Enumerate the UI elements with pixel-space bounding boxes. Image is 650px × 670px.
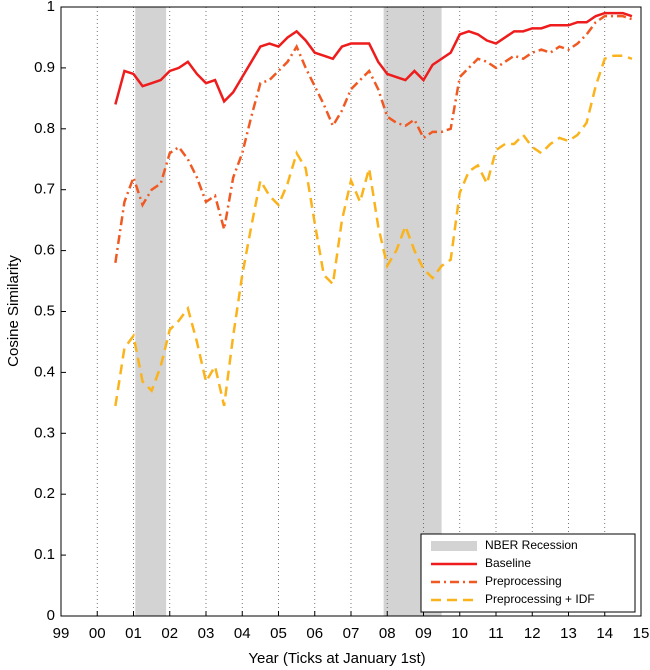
legend-label: Baseline <box>485 556 531 570</box>
x-tick-label: 15 <box>633 625 650 642</box>
recession-band <box>383 7 442 616</box>
legend-label: Preprocessing <box>485 574 562 588</box>
x-tick-label: 12 <box>524 625 541 642</box>
series-line <box>114 54 633 407</box>
x-tick-label: 13 <box>560 625 577 642</box>
legend-swatch <box>431 541 477 551</box>
y-tick-label: 1 <box>47 0 55 15</box>
x-tick-label: 06 <box>306 625 323 642</box>
legend: NBER Recession Baseline Preprocessing Prepr… <box>420 533 636 613</box>
x-tick-label: 00 <box>89 625 106 642</box>
x-tick-label: 14 <box>596 625 613 642</box>
x-tick-label: 01 <box>125 625 142 642</box>
y-tick-label: 0 <box>47 607 55 624</box>
y-tick-label: 0.9 <box>34 59 55 76</box>
x-tick-label: 03 <box>198 625 215 642</box>
legend-label: Preprocessing + IDF <box>485 592 595 606</box>
y-tick-label: 0.5 <box>34 302 55 319</box>
y-tick-label: 0.8 <box>34 120 55 137</box>
series-line <box>114 14 633 263</box>
x-tick-label: 99 <box>53 625 70 642</box>
y-tick-label: 0.4 <box>34 363 55 380</box>
x-tick-label: 07 <box>343 625 360 642</box>
x-tick-label: 02 <box>161 625 178 642</box>
plot-frame <box>60 6 642 617</box>
y-tick-label: 0.3 <box>34 424 55 441</box>
y-tick-label: 0.6 <box>34 242 55 259</box>
y-axis-label: Cosine Similarity <box>5 255 22 367</box>
legend-label: NBER Recession <box>485 538 578 552</box>
x-tick-label: 05 <box>270 625 287 642</box>
recession-band <box>135 7 167 616</box>
x-tick-label: 09 <box>415 625 432 642</box>
x-axis-label: Year (Ticks at January 1st) <box>248 650 425 667</box>
y-tick-label: 0.7 <box>34 181 55 198</box>
y-tick-label: 0.2 <box>34 485 55 502</box>
x-tick-label: 08 <box>379 625 396 642</box>
series-line <box>114 11 633 105</box>
x-tick-label: 11 <box>488 625 504 642</box>
x-tick-label: 10 <box>451 625 468 642</box>
y-tick-label: 0.1 <box>34 546 55 563</box>
x-tick-label: 04 <box>234 625 251 642</box>
